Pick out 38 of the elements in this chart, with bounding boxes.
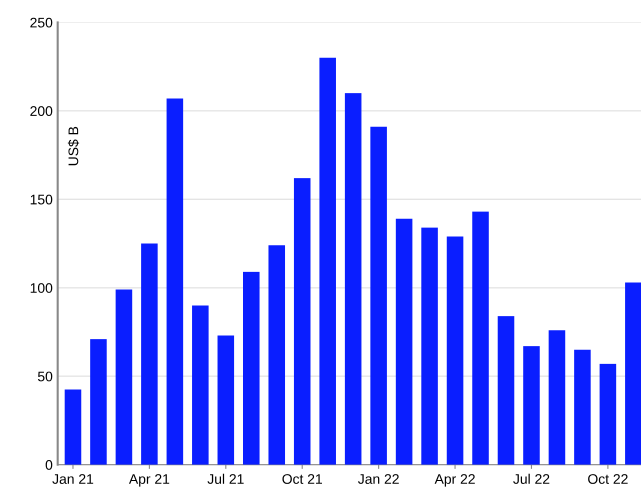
y-tick-label: 150 bbox=[30, 194, 52, 204]
bar bbox=[116, 290, 132, 465]
y-axis-title: US$ B bbox=[68, 126, 80, 166]
bar bbox=[625, 282, 641, 465]
bar bbox=[523, 346, 540, 465]
bar bbox=[294, 178, 310, 465]
bar bbox=[218, 336, 234, 465]
bar bbox=[446, 236, 464, 465]
bar bbox=[498, 316, 514, 465]
y-tick-label: 100 bbox=[30, 283, 52, 293]
x-tick-label: Jan 22 bbox=[358, 474, 399, 484]
x-tick-label: Jul 22 bbox=[513, 474, 550, 484]
bar bbox=[90, 339, 107, 465]
bar bbox=[421, 228, 438, 465]
bar bbox=[472, 212, 489, 465]
x-tick-label: Jan 21 bbox=[52, 474, 94, 484]
x-tick-label: Oct 22 bbox=[588, 474, 628, 484]
x-tick-label: Jul 21 bbox=[207, 474, 244, 484]
y-tick-label: 200 bbox=[30, 106, 52, 116]
bar bbox=[396, 218, 412, 465]
bar bbox=[268, 245, 286, 465]
x-tick-label: Apr 21 bbox=[128, 474, 170, 487]
y-tick-label: 250 bbox=[30, 18, 52, 28]
bar bbox=[243, 272, 260, 465]
x-tick-label: Apr 22 bbox=[434, 474, 475, 487]
bar bbox=[548, 330, 566, 465]
y-tick-label: 50 bbox=[38, 372, 52, 382]
bar bbox=[370, 126, 387, 465]
bar bbox=[64, 390, 82, 465]
bar bbox=[319, 58, 336, 465]
bar bbox=[141, 244, 158, 465]
bar bbox=[574, 350, 591, 465]
bar bbox=[600, 364, 616, 465]
y-tick-label: 0 bbox=[46, 460, 52, 470]
bar bbox=[344, 93, 362, 465]
bar bbox=[192, 305, 209, 465]
bar bbox=[166, 98, 184, 465]
x-tick-label: Oct 21 bbox=[282, 474, 322, 484]
